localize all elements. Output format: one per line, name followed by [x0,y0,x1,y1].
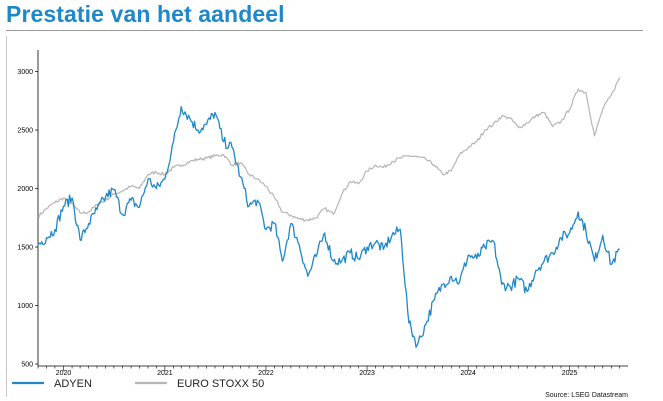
series-line-adyen [37,105,620,348]
source-note: Source: LSEG Datastream [545,392,628,399]
x-tick-label: 2021 [157,370,173,377]
x-tick-label: 2025 [562,370,578,377]
y-tick-label: 2500 [17,128,33,135]
y-tick-label: 1000 [17,303,33,310]
page-title: Prestatie van het aandeel [6,1,285,27]
chart-frame [6,36,635,397]
title-divider [6,30,643,31]
y-tick-label: 1500 [17,245,33,252]
legend-label: ADYEN [54,378,92,390]
chart-axes: 500 1000 1500 2000 2500 3000 2020 2021 2022 2023 2… [17,50,628,377]
x-tick-label: 2024 [460,370,476,377]
series-line-euro-stoxx-50 [37,77,621,222]
x-tick-label: 2020 [56,370,72,377]
y-tick-label: 2000 [17,186,33,193]
y-tick-label: 500 [21,362,33,369]
legend: ADYEN EURO STOXX 50 [12,378,264,390]
x-tick-label: 2023 [359,370,375,377]
legend-label: EURO STOXX 50 [177,378,264,390]
y-tick-label: 3000 [17,69,33,76]
series-layer [37,77,621,348]
x-tick-label: 2022 [258,370,274,377]
